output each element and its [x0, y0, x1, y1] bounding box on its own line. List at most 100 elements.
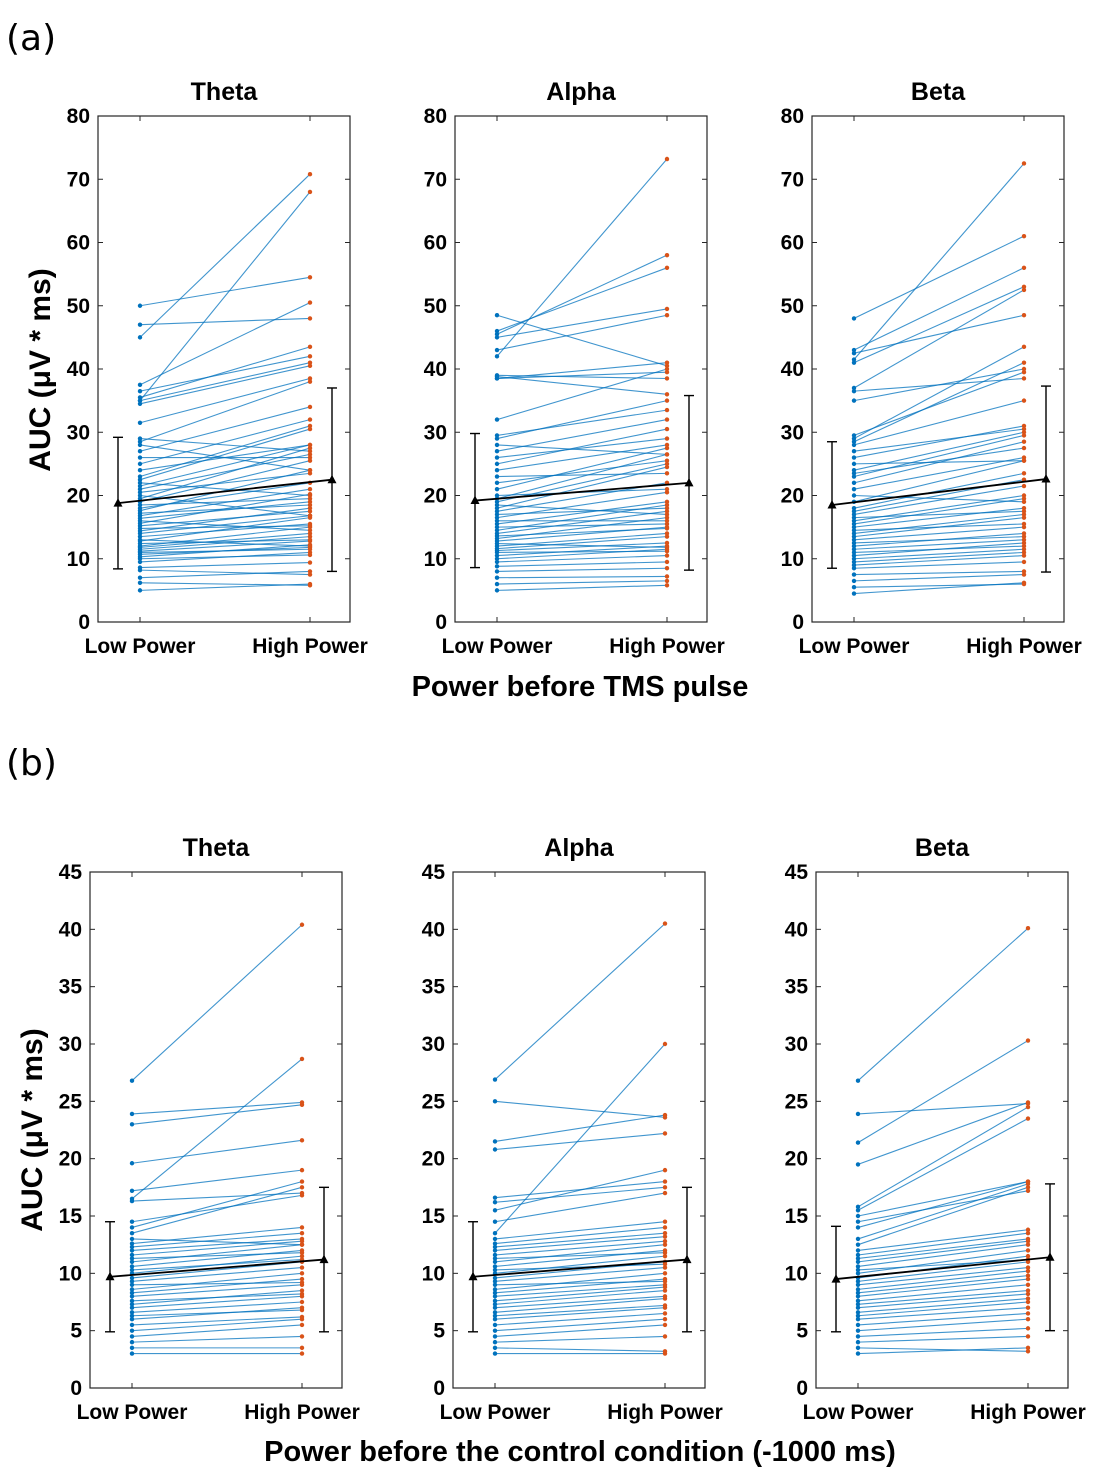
subject-line — [139, 460, 311, 503]
low-power-point — [851, 509, 857, 514]
high-power-point — [299, 1190, 305, 1196]
subject-line — [496, 376, 668, 395]
high-power-point — [299, 1185, 305, 1190]
low-power-point — [494, 521, 500, 527]
subject-line — [857, 1307, 1029, 1320]
subject-line — [853, 460, 1025, 503]
subject-line — [494, 1295, 666, 1309]
subject-line — [853, 513, 1025, 534]
low-power-point — [851, 388, 857, 394]
subject-line — [139, 540, 311, 552]
low-power-point — [129, 1236, 135, 1242]
subject-line — [853, 583, 1025, 588]
low-power-point — [492, 1267, 498, 1273]
subject-line — [494, 1286, 666, 1302]
y-tick-label: 40 — [781, 358, 804, 381]
low-power-point — [492, 1208, 498, 1213]
y-tick-label: 80 — [67, 105, 90, 128]
high-power-point — [307, 423, 313, 429]
low-power-point — [492, 1294, 498, 1299]
subject-line — [496, 584, 668, 591]
low-power-point — [851, 528, 857, 533]
panel-a-ylabel: AUC (μV * ms) — [24, 268, 57, 471]
subject-line — [139, 504, 311, 514]
high-power-point — [664, 363, 670, 369]
subject-line — [494, 1289, 666, 1305]
high-power-point — [1025, 1326, 1031, 1331]
low-power-point — [137, 580, 143, 585]
subject-line — [496, 543, 668, 548]
subject-line — [857, 1183, 1029, 1240]
low-power-point — [129, 1345, 135, 1351]
y-tick-label: 30 — [67, 421, 90, 444]
low-power-point — [137, 398, 143, 403]
subject-line — [139, 561, 311, 569]
high-power-point — [307, 468, 313, 473]
high-power-point — [299, 1253, 305, 1259]
high-power-point — [662, 1239, 668, 1244]
high-power-point — [299, 1280, 305, 1285]
low-power-point — [137, 490, 143, 495]
low-power-point — [494, 505, 500, 511]
high-power-point — [307, 528, 313, 533]
high-power-point — [307, 560, 313, 565]
low-power-point — [129, 1252, 135, 1258]
subject-line — [853, 523, 1025, 531]
low-power-point — [492, 1244, 498, 1250]
high-power-point — [662, 1185, 668, 1190]
subject-line — [496, 472, 668, 478]
high-power-point — [1025, 1236, 1031, 1242]
subject-line — [494, 1249, 666, 1268]
low-power-point — [492, 1287, 498, 1292]
low-power-point — [492, 1345, 498, 1351]
subject-line — [131, 1186, 303, 1234]
high-power-point — [1025, 1273, 1031, 1278]
y-tick-label: 15 — [422, 1205, 446, 1228]
high-power-point — [1021, 515, 1027, 520]
subject-line — [139, 377, 311, 424]
subject-line — [494, 1181, 666, 1199]
subject-line — [853, 425, 1025, 459]
y-tick-label: 20 — [422, 1148, 445, 1171]
subject-line — [139, 406, 311, 452]
subject-line — [139, 381, 311, 443]
high-power-point — [307, 189, 313, 195]
subject-line — [857, 1259, 1029, 1271]
low-power-point — [851, 493, 857, 498]
subject-line — [496, 447, 668, 490]
low-power-point — [137, 303, 143, 308]
axes-box — [89, 871, 343, 1389]
high-power-point — [1025, 1345, 1031, 1351]
low-power-point — [129, 1256, 135, 1261]
low-power-point — [492, 1279, 498, 1284]
high-power-point — [1021, 265, 1027, 270]
low-power-point — [492, 1252, 498, 1258]
mean-marker — [1041, 474, 1051, 483]
subject-line — [139, 570, 311, 579]
high-power-point — [307, 471, 313, 476]
y-tick-label: 50 — [424, 295, 447, 318]
high-power-point — [299, 1345, 305, 1351]
subject-line — [131, 1324, 303, 1337]
low-power-point — [855, 1111, 861, 1117]
subject-line — [131, 1267, 303, 1282]
subject-line — [139, 362, 311, 402]
high-power-point — [664, 452, 670, 457]
subplot-1: Theta 0 10 20 30 40 50 60 70 80 Low Power High Powe… — [67, 78, 368, 658]
low-power-point — [492, 1099, 498, 1104]
y-tick-label: 5 — [796, 1320, 808, 1343]
low-power-point — [492, 1339, 498, 1345]
mean-errorbar — [113, 387, 337, 573]
subject-line — [853, 570, 1025, 576]
y-tick-label: 15 — [785, 1205, 809, 1228]
high-power-point — [664, 366, 670, 372]
high-power-point — [1025, 1227, 1031, 1232]
low-power-point — [137, 559, 143, 565]
low-power-point — [851, 591, 857, 596]
subject-line — [494, 1252, 666, 1259]
subject-lines — [131, 924, 303, 1355]
subject-line — [853, 163, 1025, 360]
y-tick-label: 20 — [424, 485, 447, 508]
high-power-point — [664, 369, 670, 375]
low-power-point — [851, 566, 857, 571]
